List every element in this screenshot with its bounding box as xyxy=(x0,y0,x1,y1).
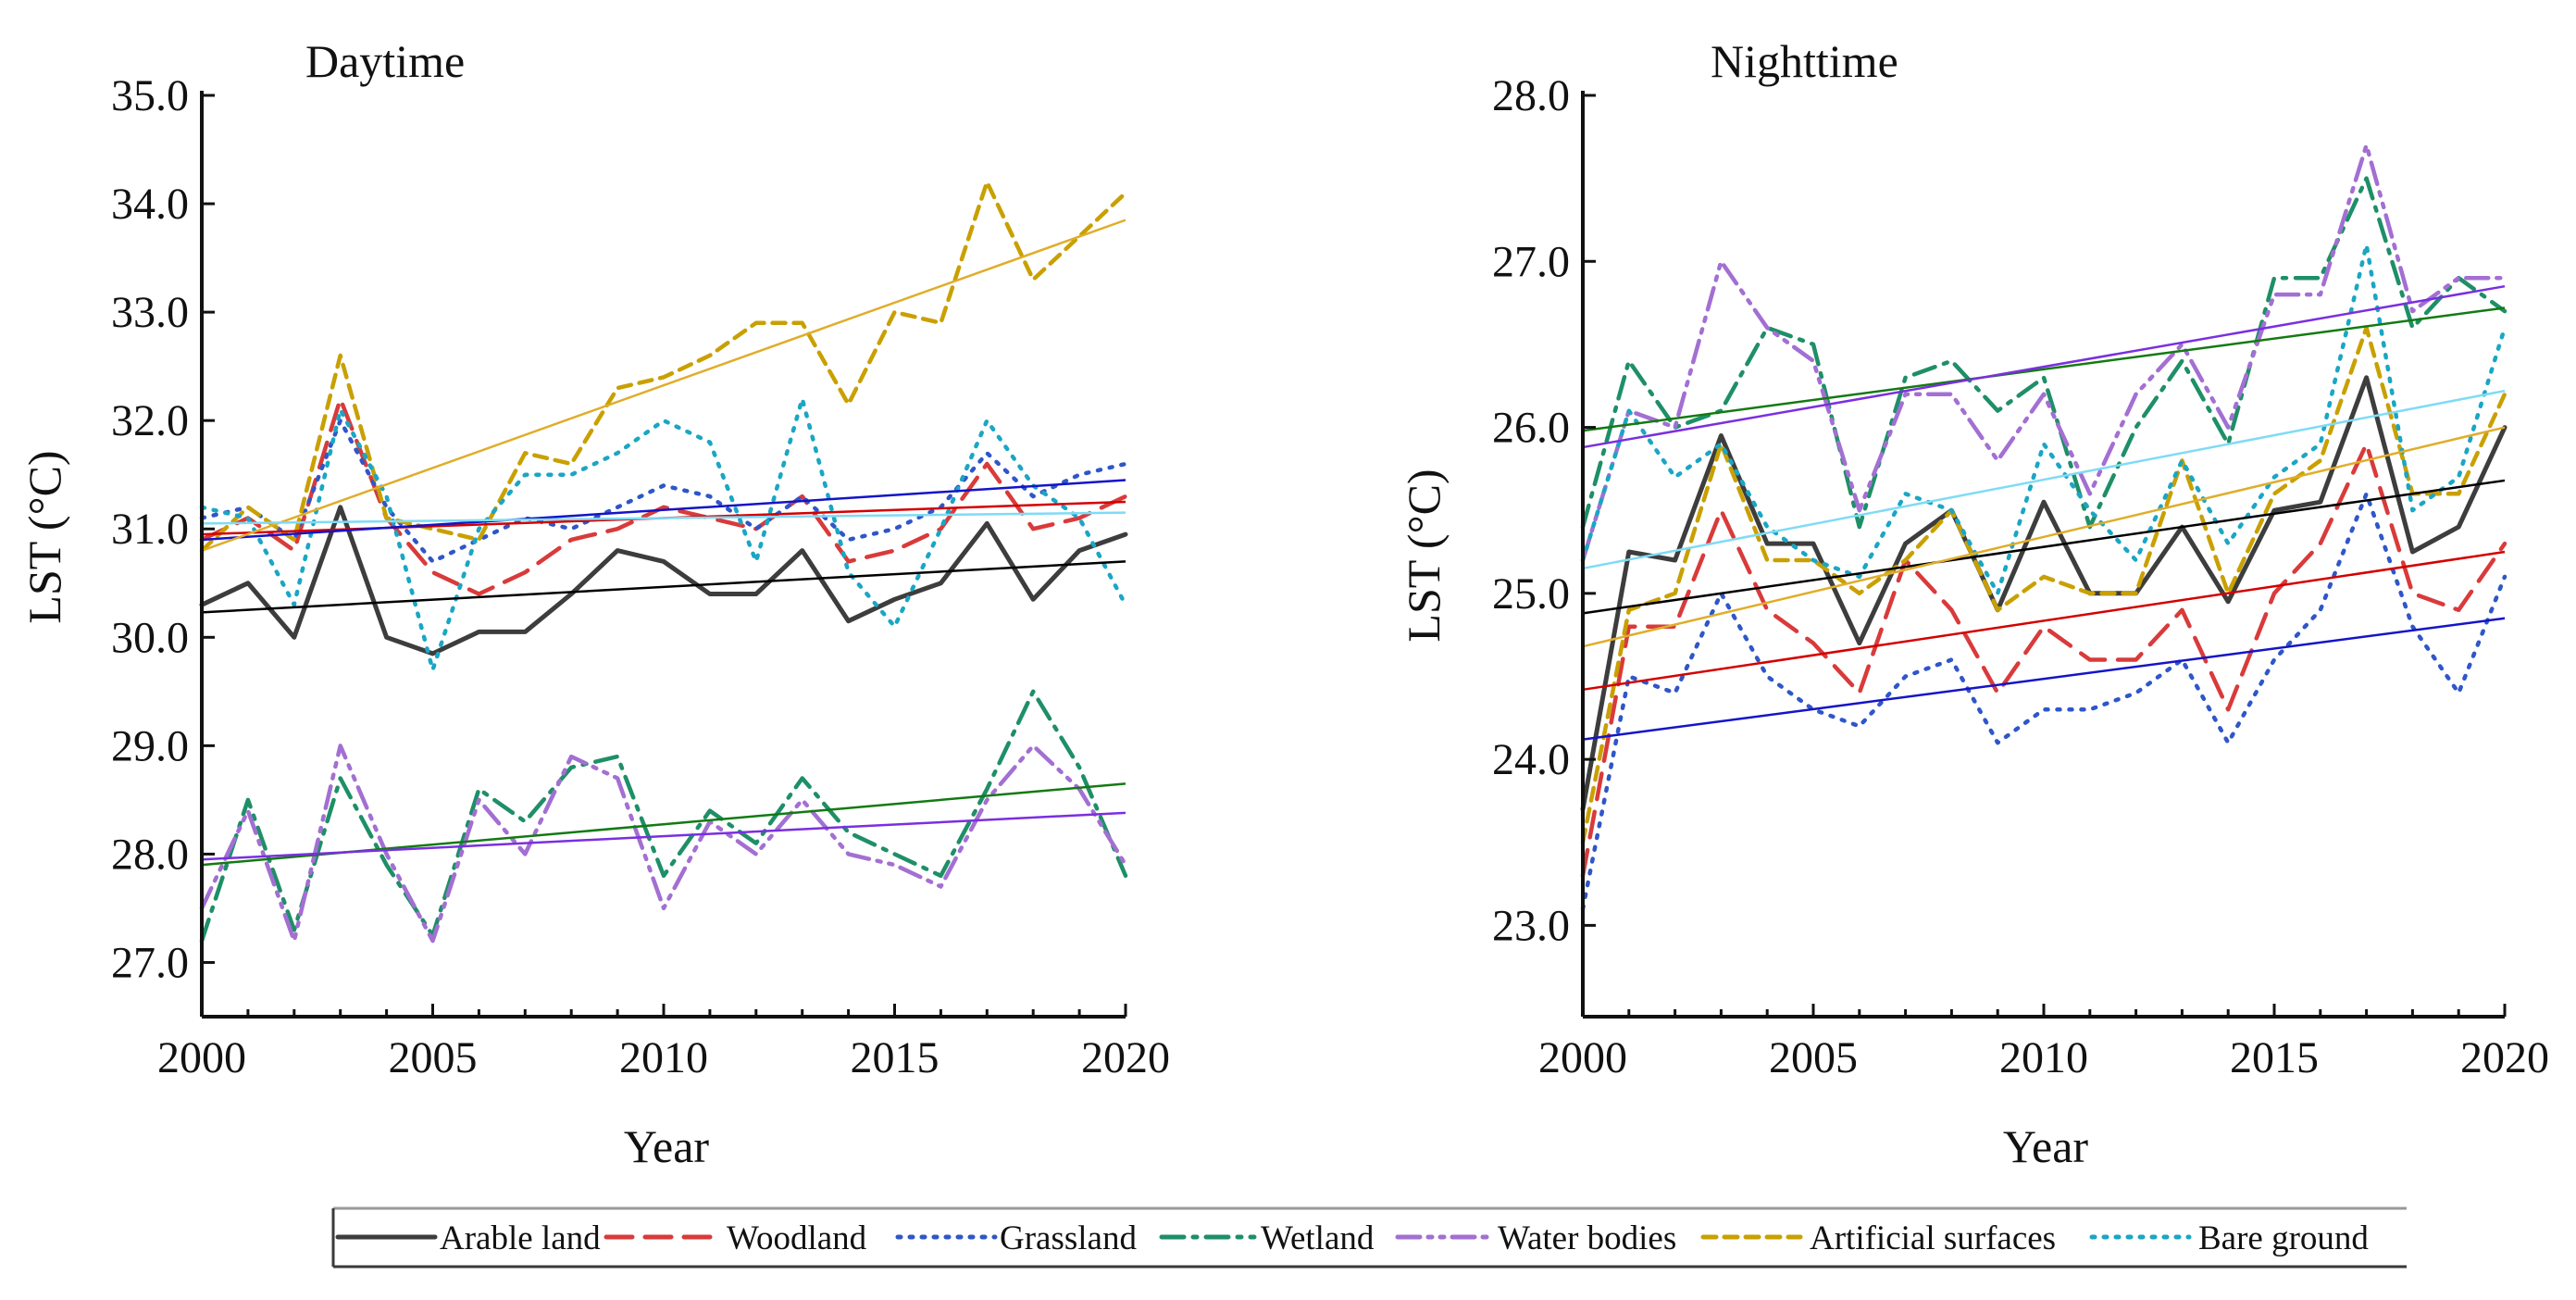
daytime-y-ticks: 27.0 28.0 29.0 30.0 31.0 32.0 33.0 34.0 35.0 xyxy=(111,71,215,987)
nighttime-y-tick-label: 25.0 xyxy=(1492,569,1570,619)
daytime-trend-artificial-surfaces xyxy=(201,219,1126,552)
daytime-y-tick-label: 32.0 xyxy=(111,396,189,445)
nighttime-y-tick-label: 27.0 xyxy=(1492,237,1570,286)
nighttime-x-tick-label: 2005 xyxy=(1769,1033,1858,1082)
daytime-trend-bare-ground xyxy=(201,511,1126,525)
nighttime-series-grassland xyxy=(1580,492,2508,911)
nighttime-chart: 23.0 24.0 25.0 26.0 27.0 28.0 2000 2005 2010 201… xyxy=(1398,35,2549,1172)
daytime-y-tick-label: 31.0 xyxy=(111,505,189,554)
daytime-y-tick-label: 30.0 xyxy=(111,613,189,662)
nighttime-title: Nighttime xyxy=(1711,35,1898,87)
nighttime-trend-artificial-surfaces xyxy=(1582,426,2506,648)
nighttime-trend-bare-ground xyxy=(1582,389,2506,570)
daytime-series-water-bodies xyxy=(199,744,1128,944)
nighttime-series-group xyxy=(1580,143,2508,911)
daytime-trendlines xyxy=(201,219,1126,867)
legend-label-bare-ground: Bare ground xyxy=(2198,1219,2369,1257)
nighttime-y-ticks: 23.0 24.0 25.0 26.0 27.0 28.0 xyxy=(1492,71,1596,950)
legend-label-woodland: Woodland xyxy=(727,1219,867,1257)
daytime-y-tick-label: 29.0 xyxy=(111,721,189,770)
daytime-series-wetland xyxy=(199,689,1128,944)
nighttime-y-tick-label: 28.0 xyxy=(1492,71,1570,120)
daytime-x-tick-label: 2020 xyxy=(1081,1033,1170,1082)
nighttime-trend-grassland xyxy=(1582,617,2506,741)
daytime-title: Daytime xyxy=(305,35,465,87)
daytime-series-artificial-surfaces xyxy=(199,180,1128,553)
nighttime-x-tick-label: 2015 xyxy=(2230,1033,2319,1082)
daytime-trend-grassland xyxy=(201,479,1126,542)
nighttime-x-ticks: 2000 2005 2010 2015 2020 xyxy=(1538,1004,2549,1082)
daytime-x-tick-label: 2010 xyxy=(619,1033,708,1082)
daytime-x-axis-label: Year xyxy=(624,1120,709,1172)
legend-label-water-bodies: Water bodies xyxy=(1498,1219,1676,1257)
daytime-y-tick-label: 35.0 xyxy=(111,71,189,120)
daytime-series-arable-land xyxy=(199,505,1128,656)
daytime-series-woodland xyxy=(199,396,1128,596)
daytime-y-tick-label: 27.0 xyxy=(111,938,189,987)
nighttime-y-axis-label: LST (°C) xyxy=(1398,469,1450,642)
daytime-x-ticks: 2000 2005 2010 2015 2020 xyxy=(157,1004,1170,1082)
nighttime-trend-water-bodies xyxy=(1582,284,2506,449)
daytime-y-tick-label: 34.0 xyxy=(111,180,189,229)
daytime-trend-arable-land xyxy=(201,560,1126,614)
legend-label-artificial-surfaces: Artificial surfaces xyxy=(1810,1219,2056,1257)
nighttime-series-wetland xyxy=(1580,176,2508,530)
daytime-x-tick-label: 2015 xyxy=(851,1033,940,1082)
daytime-x-tick-label: 2000 xyxy=(157,1033,246,1082)
nighttime-x-tick-label: 2020 xyxy=(2460,1033,2549,1082)
nighttime-trendlines xyxy=(1582,284,2506,741)
daytime-trend-water-bodies xyxy=(201,811,1126,861)
daytime-series-group xyxy=(199,180,1128,944)
nighttime-series-bare-ground xyxy=(1580,243,2508,596)
nighttime-axes xyxy=(1581,91,2505,1019)
nighttime-trend-wetland xyxy=(1582,306,2506,432)
daytime-series-grassland xyxy=(199,418,1128,564)
legend: Arable land Woodland Grassland Wetland Water… xyxy=(331,1206,2407,1269)
nighttime-trend-arable-land xyxy=(1582,479,2506,615)
daytime-chart: 27.0 28.0 29.0 30.0 31.0 32.0 33.0 34.0 35.0 200… xyxy=(19,35,1170,1172)
legend-label-grassland: Grassland xyxy=(1000,1219,1137,1257)
daytime-y-tick-label: 28.0 xyxy=(111,830,189,879)
legend-label-wetland: Wetland xyxy=(1261,1219,1375,1257)
daytime-x-tick-label: 2005 xyxy=(389,1033,478,1082)
nighttime-x-axis-label: Year xyxy=(2003,1120,2088,1172)
nighttime-x-tick-label: 2010 xyxy=(1999,1033,2088,1082)
nighttime-x-tick-label: 2000 xyxy=(1538,1033,1627,1082)
nighttime-trend-woodland xyxy=(1582,550,2506,692)
nighttime-y-tick-label: 26.0 xyxy=(1492,404,1570,453)
daytime-series-bare-ground xyxy=(199,396,1128,672)
legend-label-arable-land: Arable land xyxy=(440,1219,601,1257)
nighttime-series-woodland xyxy=(1580,442,2508,878)
nighttime-y-tick-label: 24.0 xyxy=(1492,735,1570,784)
nighttime-y-tick-label: 23.0 xyxy=(1492,901,1570,950)
nighttime-series-water-bodies xyxy=(1580,143,2508,563)
daytime-y-tick-label: 33.0 xyxy=(111,288,189,337)
daytime-y-axis-label: LST (°C) xyxy=(19,450,70,623)
nighttime-series-artificial-surfaces xyxy=(1580,325,2508,845)
